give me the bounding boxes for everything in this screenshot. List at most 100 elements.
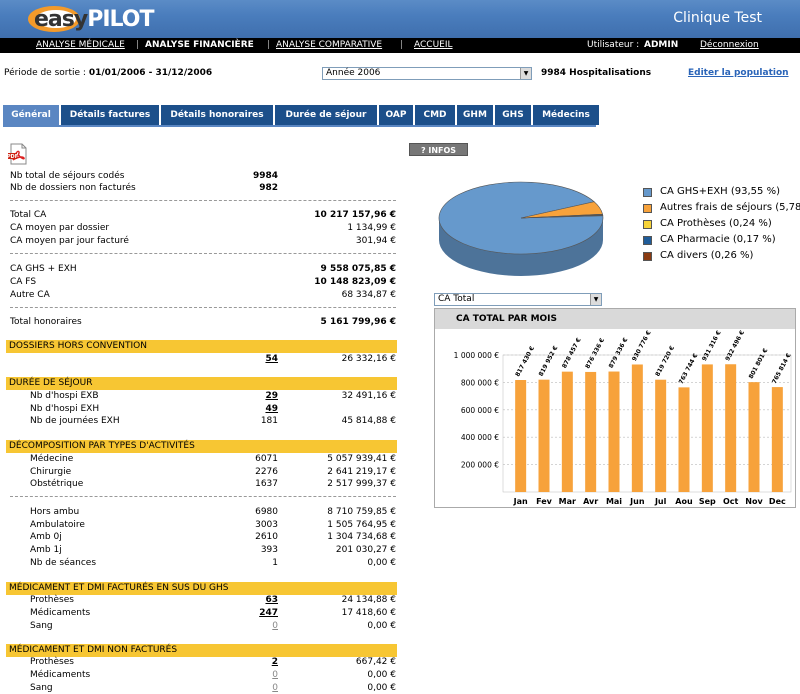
bar[interactable] [561,371,573,492]
legend-swatch [643,204,652,213]
chevron-down-icon[interactable]: ▼ [590,294,601,305]
tab-medecins[interactable]: Médecins [533,105,599,125]
tab-ghs[interactable]: GHS [495,105,531,125]
row-count: 1637 [255,479,278,489]
row-value: 1 134,99 € [347,223,396,233]
table-row: Médicaments 247 17 418,60 € [10,608,396,620]
infos-button[interactable]: ? INFOS [409,143,468,156]
svg-text:PDF: PDF [7,154,18,160]
row-count[interactable]: 63 [265,595,278,605]
table-row: CA moyen par dossier 1 134,99 € [10,223,396,235]
row-count: 181 [260,416,278,426]
bar[interactable] [771,387,783,492]
row-count[interactable]: 29 [265,391,278,401]
bar[interactable] [655,379,667,492]
tab-details-honoraires[interactable]: Détails honoraires [161,105,273,125]
logout-link[interactable]: Déconnexion [700,40,759,50]
period-value: 01/01/2006 - 31/12/2006 [88,68,213,78]
bar[interactable] [608,371,620,492]
row-value: 0,00 € [367,670,396,680]
easypilot-logo[interactable]: easyPILOT [28,4,158,34]
tab-underline [3,125,596,127]
tab-general[interactable]: Général [3,105,59,125]
row-value: 667,42 € [355,657,396,667]
legend-item: CA GHS+EXH (93,55 %) [643,186,800,200]
legend-item: Autres frais de séjours (5,78 [643,202,800,216]
chart-metric-select[interactable]: CA Total ▼ [434,293,602,306]
row-value: 17 418,60 € [341,608,396,618]
table-row: Médicaments 0 0,00 € [10,670,396,682]
nav-analyse-medicale[interactable]: ANALYSE MÉDICALE [36,40,125,50]
row-label: CA GHS + EXH [10,264,77,274]
row-label: Hors ambu [30,507,80,517]
bar[interactable] [725,364,737,492]
x-tick-label: Nov [745,497,763,506]
bar[interactable] [585,371,597,492]
row-value: 32 491,16 € [341,391,396,401]
row-count: 2276 [255,467,278,477]
row-count[interactable]: 247 [259,608,278,618]
row-value: 2 641 219,17 € [327,467,396,477]
chevron-down-icon[interactable]: ▼ [520,68,531,79]
edit-population-link[interactable]: Editer la population [688,68,789,78]
tab-details-factures[interactable]: Détails factures [61,105,159,125]
tab-duree-sejour[interactable]: Durée de séjour [275,105,377,125]
nav-analyse-comparative[interactable]: ANALYSE COMPARATIVE [276,40,383,50]
row-label: Sang [30,621,53,631]
tab-ghm[interactable]: GHM [457,105,493,125]
bar[interactable] [538,379,550,492]
row-label: Total honoraires [10,317,82,327]
section-header: DOSSIERS HORS CONVENTION [6,340,397,353]
bar[interactable] [515,380,527,492]
year-select[interactable]: Année 2006 ▼ [322,67,532,80]
row-label: Nb de journées EXH [30,416,120,426]
table-row: CA moyen par jour facturé 301,94 € [10,236,396,248]
row-label: CA moyen par dossier [10,223,110,233]
table-row: Nb d'hospi EXB 29 32 491,16 € [10,391,396,403]
divider [10,253,396,254]
pdf-icon[interactable]: PDF [7,143,29,165]
section-header: MÉDICAMENT ET DMI NON FACTURÉS [6,644,397,657]
chart-title: CA TOTAL PAR MOIS [435,309,795,329]
row-count[interactable]: 54 [265,354,278,364]
user-label: Utilisateur : [587,40,640,50]
row-label: CA moyen par jour facturé [10,236,129,246]
nav-analyse-financiere[interactable]: ANALYSE FINANCIÈRE [145,40,254,50]
bar[interactable] [748,382,760,492]
row-label: Nb de séances [30,558,97,568]
y-tick-label: 600 000 € [461,406,499,415]
legend-item: CA divers (0,26 %) [643,250,800,264]
main-nav: ANALYSE MÉDICALE | ANALYSE FINANCIÈRE | … [0,38,800,53]
pie-side [439,218,603,276]
clinic-name: Clinique Test [673,10,762,26]
row-label: Amb 1j [30,545,62,555]
row-count[interactable]: 0 [272,683,278,693]
row-count[interactable]: 0 [272,621,278,631]
legend-item: CA Pharmacie (0,17 %) [643,234,800,248]
table-row: Nb de séances 1 0,00 € [10,558,396,570]
table-row: Obstétrique 1637 2 517 999,37 € [10,479,396,491]
row-label: Total CA [10,210,47,220]
row-count[interactable]: 2 [271,657,278,667]
row-count[interactable]: 0 [272,670,278,680]
row-value: 1 304 734,68 € [327,532,396,542]
x-tick-label: Jan [513,497,528,506]
row-count: 6980 [255,507,278,517]
nav-accueil[interactable]: ACCUEIL [414,40,453,50]
tab-cmd[interactable]: CMD [415,105,455,125]
row-value: 0,00 € [367,683,396,693]
y-tick-label: 800 000 € [461,378,499,387]
row-value: 10 217 157,96 € [314,210,396,220]
pie-slice[interactable] [520,214,604,219]
row-count[interactable]: 49 [265,404,278,414]
bar[interactable] [631,364,643,492]
row-label: Nb d'hospi EXB [30,391,99,401]
row-label: Sang [30,683,53,693]
tab-oap[interactable]: OAP [379,105,413,125]
row-count: 9984 [252,171,278,181]
bar[interactable] [701,364,713,492]
table-row: Prothèses 2 667,42 € [10,657,396,669]
table-row: Nb de journées EXH 181 45 814,88 € [10,416,396,428]
row-label: Nb d'hospi EXH [30,404,100,414]
bar[interactable] [678,387,690,492]
